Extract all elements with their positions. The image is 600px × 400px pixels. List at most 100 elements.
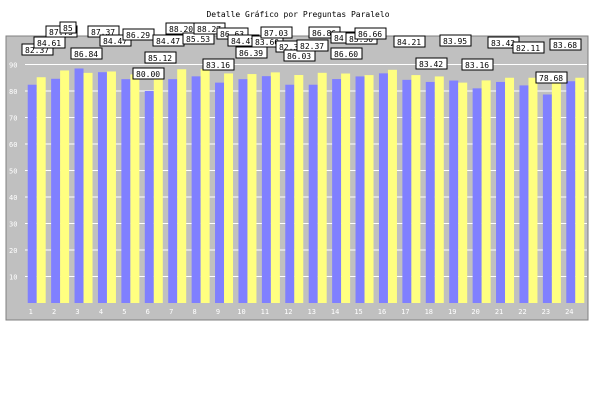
bar bbox=[144, 91, 154, 303]
x-axis: 1 2 3 4 5 6 7 8 9 10 11 12 13 14 15 16 17 18 19 20 21 22 23 24 bbox=[29, 308, 574, 316]
bar bbox=[294, 75, 304, 303]
x-tick-label: 12 bbox=[284, 308, 292, 316]
bar bbox=[542, 94, 552, 303]
x-tick-label: 16 bbox=[378, 308, 386, 316]
y-axis: 10 20 30 40 50 60 70 80 90 bbox=[9, 62, 17, 282]
bar bbox=[458, 82, 468, 303]
bar bbox=[27, 84, 37, 303]
data-label: 82.11 bbox=[512, 41, 545, 54]
data-labels: 82.3784.6187.758586.8487.3784.4786.2980.… bbox=[21, 21, 582, 84]
svg-text:78.68: 78.68 bbox=[539, 74, 563, 83]
bar bbox=[575, 77, 585, 303]
bar bbox=[238, 79, 248, 303]
svg-text:82.11: 82.11 bbox=[516, 44, 540, 53]
bar bbox=[177, 69, 187, 304]
bar bbox=[472, 88, 482, 303]
bar bbox=[191, 76, 201, 304]
bar bbox=[481, 80, 491, 304]
data-label: 83.68 bbox=[549, 38, 582, 51]
svg-text:88.27: 88.27 bbox=[197, 25, 221, 34]
bar bbox=[317, 72, 327, 303]
data-label: 86.84 bbox=[70, 47, 103, 60]
x-tick-label: 11 bbox=[261, 308, 269, 316]
bar bbox=[364, 75, 374, 303]
x-tick-label: 18 bbox=[425, 308, 433, 316]
bar bbox=[153, 77, 163, 303]
svg-text:87.37: 87.37 bbox=[91, 28, 115, 37]
svg-text:84.47: 84.47 bbox=[156, 37, 180, 46]
x-tick-label: 3 bbox=[75, 308, 79, 316]
bar bbox=[60, 70, 70, 304]
bar bbox=[528, 77, 538, 303]
svg-text:83.42: 83.42 bbox=[491, 39, 515, 48]
bar bbox=[97, 72, 107, 303]
x-tick-label: 20 bbox=[471, 308, 479, 316]
x-tick-label: 23 bbox=[542, 308, 550, 316]
svg-text:83.60: 83.60 bbox=[255, 38, 279, 47]
bar bbox=[224, 73, 234, 303]
bar bbox=[285, 84, 295, 303]
x-tick-label: 9 bbox=[216, 308, 220, 316]
bar bbox=[261, 76, 271, 303]
bar bbox=[355, 76, 365, 303]
x-tick-label: 13 bbox=[307, 308, 315, 316]
bar bbox=[168, 79, 178, 303]
x-tick-label: 17 bbox=[401, 308, 409, 316]
svg-text:82.37: 82.37 bbox=[279, 43, 303, 52]
bar bbox=[200, 69, 210, 303]
x-tick-label: 14 bbox=[331, 308, 339, 316]
x-tick-label: 2 bbox=[52, 308, 56, 316]
x-tick-label: 7 bbox=[169, 308, 173, 316]
data-label: 86.39 bbox=[235, 46, 268, 59]
x-tick-label: 21 bbox=[495, 308, 503, 316]
data-label: 84.61 bbox=[33, 36, 66, 49]
svg-text:80.00: 80.00 bbox=[136, 70, 160, 79]
svg-text:84.47: 84.47 bbox=[103, 37, 127, 46]
svg-text:86.86: 86.86 bbox=[312, 29, 336, 38]
bar bbox=[402, 79, 412, 303]
svg-text:86.84: 86.84 bbox=[74, 50, 98, 59]
svg-text:84.47: 84.47 bbox=[231, 37, 255, 46]
svg-text:83.68: 83.68 bbox=[553, 41, 577, 50]
bar bbox=[378, 73, 388, 303]
data-label: 83.95 bbox=[439, 34, 472, 47]
svg-text:85.53: 85.53 bbox=[186, 35, 210, 44]
bar bbox=[425, 81, 435, 303]
data-label: 84.47 bbox=[152, 34, 185, 47]
svg-text:85.12: 85.12 bbox=[148, 54, 172, 63]
y-tick-label: 70 bbox=[9, 115, 17, 123]
bar bbox=[106, 71, 116, 303]
bar bbox=[130, 74, 140, 303]
data-label: 83.16 bbox=[202, 58, 235, 71]
data-label: 78.68 bbox=[535, 71, 568, 84]
svg-text:82.37: 82.37 bbox=[300, 42, 324, 51]
svg-text:84.61: 84.61 bbox=[37, 39, 61, 48]
x-tick-label: 19 bbox=[448, 308, 456, 316]
bar bbox=[411, 75, 421, 303]
data-label: 85.12 bbox=[144, 51, 177, 64]
bar bbox=[270, 72, 280, 303]
y-tick-label: 30 bbox=[9, 221, 17, 229]
x-tick-label: 24 bbox=[565, 308, 573, 316]
y-tick-label: 20 bbox=[9, 247, 17, 255]
svg-text:86.60: 86.60 bbox=[334, 50, 358, 59]
svg-text:83.95: 83.95 bbox=[443, 37, 467, 46]
data-label: 86.66 bbox=[354, 27, 387, 40]
data-label: 80.00 bbox=[132, 67, 165, 80]
x-tick-label: 1 bbox=[29, 308, 33, 316]
bar bbox=[332, 79, 342, 303]
bar bbox=[551, 83, 561, 303]
svg-text:84.21: 84.21 bbox=[397, 38, 421, 47]
bar bbox=[215, 82, 225, 303]
bar bbox=[505, 77, 515, 303]
svg-text:88.20: 88.20 bbox=[169, 25, 193, 34]
svg-text:82.37: 82.37 bbox=[25, 46, 49, 55]
x-tick-label: 10 bbox=[237, 308, 245, 316]
data-label: 82.37 bbox=[296, 39, 329, 52]
y-tick-label: 10 bbox=[9, 274, 17, 282]
bar bbox=[449, 80, 459, 303]
svg-text:83.16: 83.16 bbox=[206, 61, 230, 70]
bar bbox=[341, 73, 351, 303]
svg-text:86.29: 86.29 bbox=[126, 31, 150, 40]
bar bbox=[434, 76, 444, 303]
